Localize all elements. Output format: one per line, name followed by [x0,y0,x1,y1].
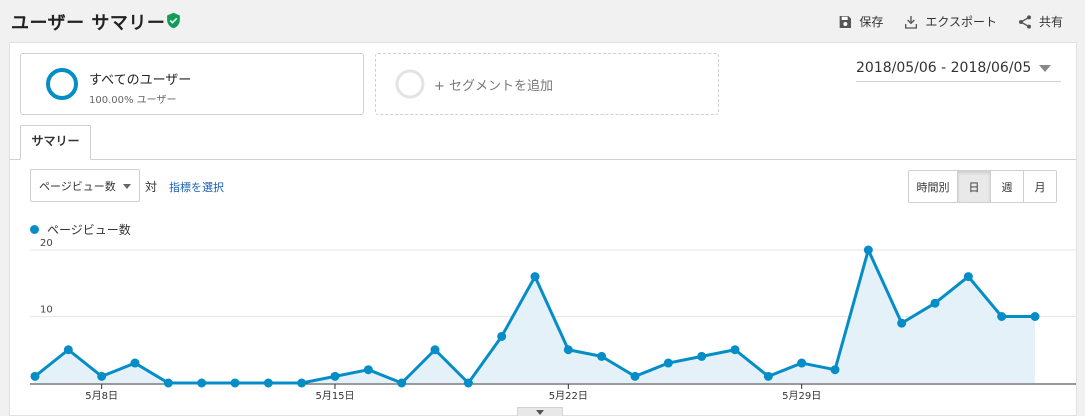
y-tick-label: 20 [40,238,53,249]
data-point[interactable] [697,351,707,361]
data-point[interactable] [797,358,807,368]
metric-select[interactable]: ページビュー数 [30,169,140,202]
header-actions: 保存 エクスポート 共有 [837,13,1063,30]
segment-all-users[interactable]: すべてのユーザー 100.00% ユーザー [20,53,364,115]
granularity-hourly[interactable]: 時間別 [909,171,957,202]
select-metric-link[interactable]: 指標を選択 [169,181,224,194]
save-button[interactable]: 保存 [837,13,883,30]
pageviews-chart: 10 20 5月8日 5月15日 5月22日 5月29日 [30,238,1076,402]
data-point[interactable] [30,371,40,381]
x-tick-label: 5月15日 [315,390,354,402]
data-point[interactable] [163,378,173,388]
granularity-toggle: 時間別 日 週 月 [908,170,1057,203]
chart-legend: ページビュー数 [30,221,131,238]
chevron-down-icon [1039,64,1052,72]
report-card: すべてのユーザー 100.00% ユーザー + セグメントを追加 2018/05… [9,42,1077,416]
add-segment-button[interactable]: + セグメントを追加 [375,53,719,115]
x-tick-label: 5月22日 [549,390,588,402]
y-tick-labels: 10 20 [40,238,53,316]
data-point[interactable] [230,378,240,388]
tab-bar: サマリー [10,123,1076,160]
data-point[interactable] [997,312,1007,321]
data-point[interactable] [863,245,873,255]
data-point[interactable] [897,318,907,328]
date-range-picker[interactable]: 2018/05/06 - 2018/06/05 [856,55,1061,82]
segment-subtitle: 100.00% ユーザー [89,95,177,106]
date-range-text: 2018/05/06 - 2018/06/05 [856,60,1032,76]
data-point[interactable] [63,345,73,355]
add-segment-label: + セグメントを追加 [434,79,554,94]
legend-dot [30,225,39,234]
header: ユーザー サマリー 保存 エクスポート 共有 [0,0,1085,42]
x-tick-labels: 5月8日 5月15日 5月22日 5月29日 [85,384,821,402]
share-label: 共有 [1038,15,1063,29]
data-point[interactable] [297,378,307,388]
data-point[interactable] [130,358,140,368]
segment-title: すべてのユーザー [89,73,192,88]
data-point[interactable] [930,298,940,308]
data-point[interactable] [363,365,373,375]
data-point[interactable] [530,272,540,282]
vs-label: 対 [145,180,158,194]
share-icon [1018,14,1031,29]
share-button[interactable]: 共有 [1017,13,1063,30]
tab-summary[interactable]: サマリー [20,125,91,160]
save-label: 保存 [859,15,884,29]
data-point[interactable] [763,371,773,381]
data-point[interactable] [463,378,473,388]
data-point[interactable] [330,371,340,381]
series-area [35,250,1035,383]
data-point[interactable] [730,345,740,355]
granularity-week[interactable]: 週 [990,171,1023,202]
data-point[interactable] [830,365,840,375]
data-point[interactable] [1030,312,1040,321]
legend-label: ページビュー数 [47,223,131,237]
data-point[interactable] [963,272,973,282]
granularity-month[interactable]: 月 [1023,171,1056,202]
segment-empty-ring-icon [395,69,425,99]
data-point[interactable] [397,378,407,388]
segment-ring-icon [46,68,78,100]
save-icon [839,15,852,28]
data-point[interactable] [663,358,673,368]
metric-select-value: ページビュー数 [39,179,116,193]
data-point[interactable] [263,378,273,388]
chevron-down-icon [123,184,131,189]
data-point[interactable] [197,378,207,388]
data-point[interactable] [563,345,573,355]
x-tick-label: 5月8日 [85,390,118,402]
x-tick-label: 5月29日 [782,390,821,402]
export-icon [905,15,918,29]
page-title: ユーザー サマリー [11,13,166,34]
data-point[interactable] [97,371,107,381]
data-point[interactable] [597,351,607,361]
data-point[interactable] [630,371,640,381]
data-point[interactable] [497,331,507,341]
data-point[interactable] [430,345,440,355]
y-tick-label: 10 [40,305,53,316]
export-label: エクスポート [925,15,997,29]
verified-shield-icon [167,12,180,29]
series-points [30,245,1040,388]
export-button[interactable]: エクスポート [903,13,997,30]
granularity-day[interactable]: 日 [957,171,990,202]
